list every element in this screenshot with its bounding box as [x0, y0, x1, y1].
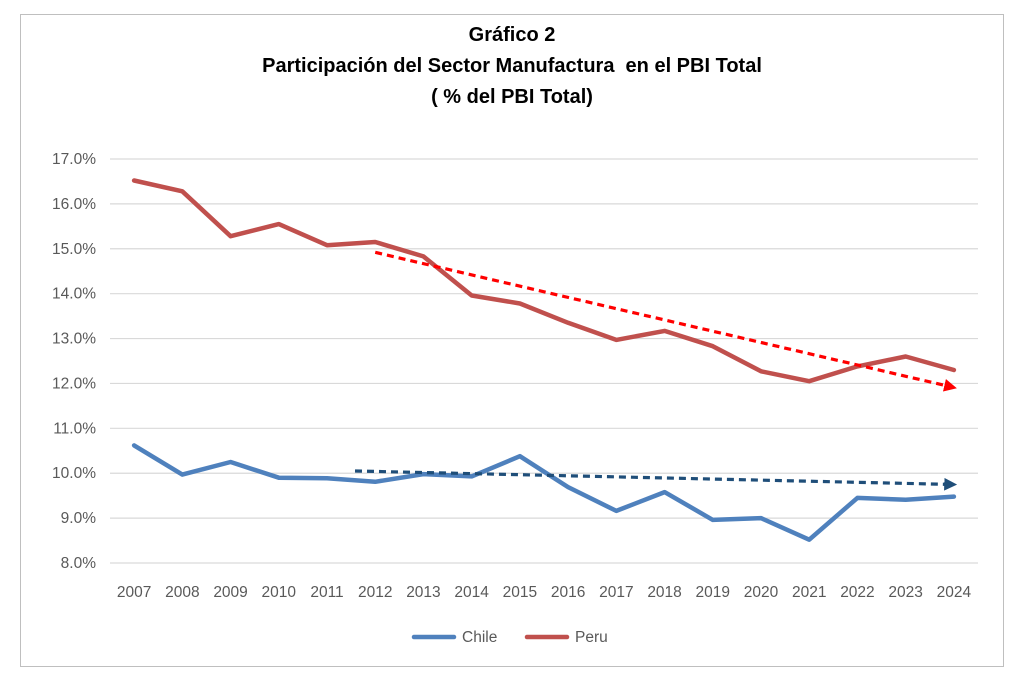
- x-tick-label: 2008: [165, 584, 199, 601]
- trend-arrow-peru: [374, 250, 957, 392]
- x-tick-label: 2021: [792, 584, 826, 601]
- legend-label-chile: Chile: [462, 629, 497, 646]
- series-line-chile: [131, 443, 957, 542]
- x-tick-label: 2019: [696, 584, 730, 601]
- chart-title: Gráfico 2: [468, 24, 556, 46]
- chart-titles: Gráfico 2 Participación del Sector Manuf…: [0, 20, 1024, 113]
- y-tick-label: 11.0%: [53, 420, 96, 437]
- x-tick-label: 2018: [647, 584, 681, 601]
- x-tick-label: 2013: [406, 584, 440, 601]
- series-line-peru: [131, 178, 957, 384]
- y-tick-label: 9.0%: [61, 510, 97, 527]
- x-tick-label: 2015: [503, 584, 537, 601]
- chart-subtitle-units: ( % del PBI Total): [431, 86, 593, 108]
- x-tick-label: 2016: [551, 584, 585, 601]
- y-tick-label: 15.0%: [52, 241, 96, 258]
- legend-label-peru: Peru: [575, 629, 608, 646]
- x-tick-label: 2010: [262, 584, 297, 601]
- y-tick-label: 14.0%: [52, 286, 96, 303]
- y-tick-label: 8.0%: [61, 555, 97, 572]
- y-tick-label: 12.0%: [52, 375, 96, 392]
- y-tick-label: 17.0%: [52, 151, 96, 168]
- x-tick-label: 2014: [454, 584, 489, 601]
- x-tick-label: 2022: [840, 584, 874, 601]
- x-tick-label: 2012: [358, 584, 392, 601]
- x-tick-label: 2024: [937, 584, 972, 601]
- x-tick-label: 2023: [888, 584, 922, 601]
- x-tick-label: 2009: [213, 584, 247, 601]
- chart-frame: [20, 14, 1004, 667]
- x-tick-label: 2007: [117, 584, 151, 601]
- x-tick-label: 2011: [310, 584, 343, 601]
- x-tick-label: 2017: [599, 584, 633, 601]
- y-tick-label: 13.0%: [52, 331, 96, 348]
- y-tick-label: 10.0%: [52, 465, 96, 482]
- x-tick-label: 2020: [744, 584, 779, 601]
- y-tick-label: 16.0%: [52, 196, 96, 213]
- chart-subtitle: Participación del Sector Manufactura en …: [262, 55, 762, 77]
- trend-arrow-chile: [354, 469, 958, 491]
